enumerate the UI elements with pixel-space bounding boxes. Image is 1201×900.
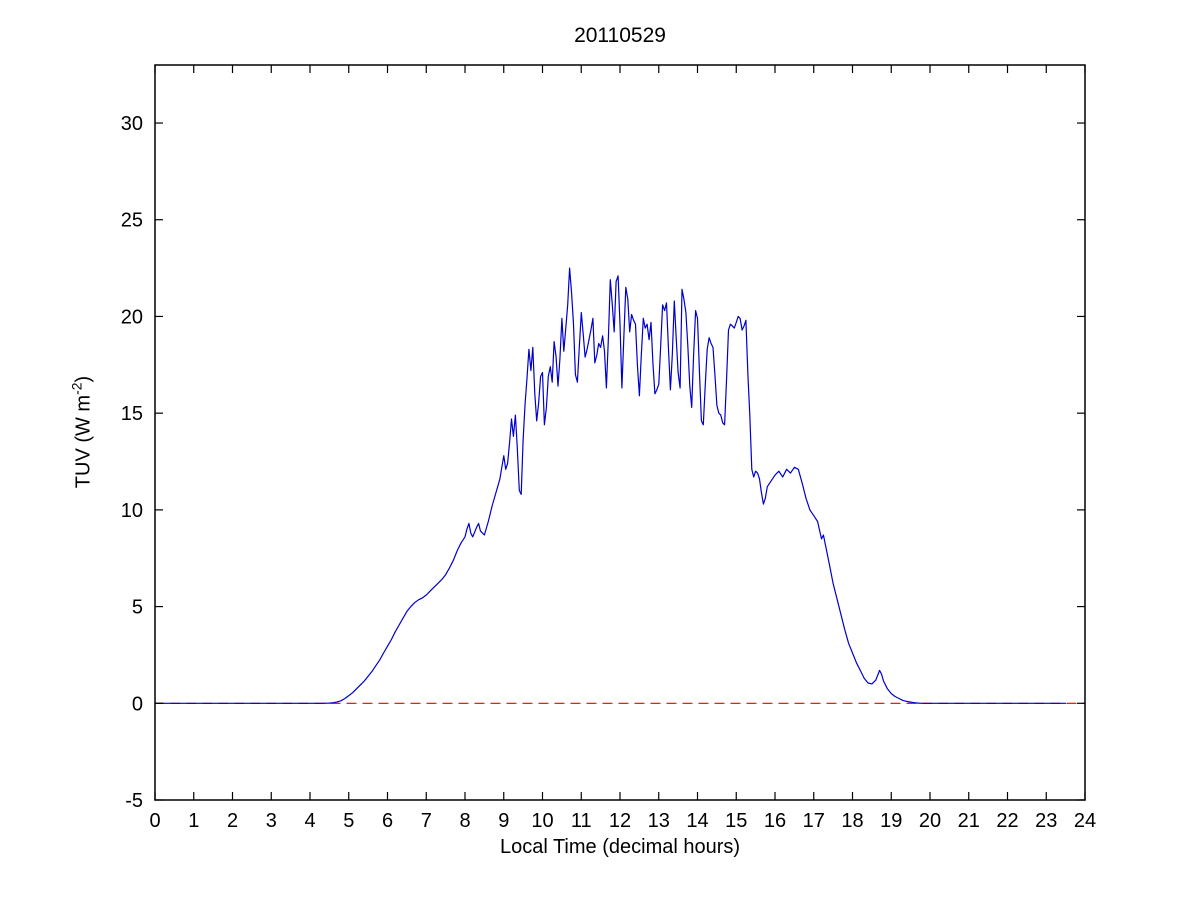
x-tick-label: 10 [531, 810, 553, 832]
x-tick-label: 7 [421, 810, 432, 832]
chart-title: 20110529 [574, 24, 666, 47]
x-tick-label: 0 [149, 810, 160, 832]
x-tick-label: 11 [571, 810, 592, 832]
y-tick-label: -5 [125, 790, 143, 812]
x-tick-label: 5 [343, 810, 354, 832]
x-tick-label: 4 [304, 810, 315, 832]
y-tick-label: 10 [121, 500, 143, 522]
y-tick-label: 0 [132, 693, 143, 715]
x-tick-label: 24 [1074, 810, 1096, 832]
x-tick-label: 18 [841, 810, 863, 832]
x-tick-label: 1 [188, 810, 199, 832]
y-tick-label: 20 [121, 306, 143, 328]
x-axis-label: Local Time (decimal hours) [499, 836, 741, 858]
x-tick-label: 3 [266, 810, 277, 832]
y-tick-label: 15 [121, 403, 143, 425]
x-tick-label: 21 [958, 810, 980, 832]
y-axis-label-close: ) [72, 375, 95, 383]
x-tick-label: 14 [686, 810, 708, 832]
y-axis-label: TUV (W m-2) [69, 376, 96, 488]
x-tick-label: 17 [803, 810, 825, 832]
x-tick-label: 23 [1035, 810, 1057, 832]
x-tick-label: 12 [609, 810, 631, 832]
y-axis-label-superscript: -2 [68, 382, 85, 395]
y-tick-label: 30 [121, 113, 143, 135]
x-tick-label: 22 [996, 810, 1018, 832]
x-tick-label: 9 [498, 810, 509, 832]
x-tick-label: 15 [725, 810, 747, 832]
y-axis-label-main: TUV (W m [72, 394, 95, 489]
axes-box [154, 64, 1086, 801]
series-TUV-irradiance [154, 267, 1067, 704]
x-tick-label: 19 [880, 810, 902, 832]
x-tick-label: 8 [459, 810, 470, 832]
y-tick-label: 25 [121, 210, 143, 232]
x-tick-label: 6 [382, 810, 393, 832]
x-tick-label: 20 [919, 810, 941, 832]
y-tick-label: 5 [132, 597, 143, 619]
x-tick-label: 16 [764, 810, 786, 832]
x-tick-label: 2 [227, 810, 238, 832]
x-tick-label: 13 [648, 810, 670, 832]
